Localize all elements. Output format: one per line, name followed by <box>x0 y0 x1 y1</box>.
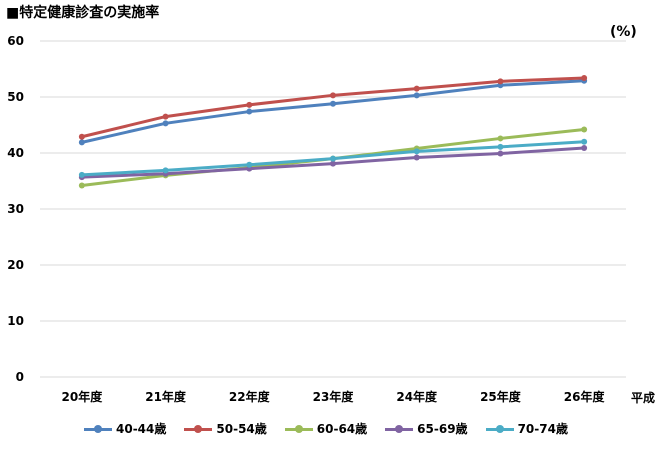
data-point <box>413 85 420 92</box>
data-point <box>78 182 85 189</box>
data-point <box>581 126 588 133</box>
data-point <box>246 161 253 168</box>
data-point <box>497 135 504 142</box>
legend-item: 60-64歳 <box>284 420 368 437</box>
legend-swatch <box>184 424 213 434</box>
x-tick-label: 20年度 <box>62 389 104 404</box>
chart-title: ■特定健康診査の実施率 <box>6 5 160 21</box>
legend-swatch <box>84 424 112 434</box>
data-point <box>413 154 420 161</box>
y-tick-label: 20 <box>7 258 24 272</box>
data-point <box>78 139 85 146</box>
x-tick-label: 23年度 <box>313 389 355 404</box>
y-axis-unit: (%) <box>610 24 637 40</box>
y-tick-label: 0 <box>16 370 24 384</box>
data-point <box>581 138 588 145</box>
data-point <box>413 92 420 99</box>
legend-item: 70-74歳 <box>485 420 568 437</box>
legend-item: 50-54歳 <box>184 420 267 437</box>
data-point <box>581 74 588 81</box>
legend-label: 40-44歳 <box>116 422 167 436</box>
x-tick-label: 22年度 <box>229 389 271 404</box>
x-tick-label: 24年度 <box>396 389 438 404</box>
data-point <box>162 113 169 120</box>
data-point <box>330 155 336 162</box>
data-point <box>330 92 336 99</box>
data-point <box>581 144 588 151</box>
legend-label: 70-74歳 <box>517 422 568 436</box>
legend: 40-44歳 50-54歳 60-64歳 65-69歳 70-74歳 <box>84 420 586 437</box>
y-tick-label: 50 <box>7 90 24 104</box>
data-point <box>78 171 85 178</box>
data-point <box>497 78 504 85</box>
series-line <box>81 79 585 144</box>
y-tick-label: 60 <box>7 34 24 48</box>
y-tick-label: 10 <box>7 314 24 328</box>
y-tick-label: 30 <box>7 202 24 216</box>
legend-swatch <box>284 424 313 434</box>
x-axis-unit: 平成 <box>631 391 656 405</box>
legend-label: 50-54歳 <box>216 422 267 436</box>
data-point <box>497 150 504 157</box>
x-tick-label: 21年度 <box>145 389 187 404</box>
y-tick-label: 40 <box>7 146 24 160</box>
data-point <box>413 148 420 155</box>
x-tick-label: 25年度 <box>480 389 522 404</box>
legend-item: 40-44歳 <box>84 420 166 437</box>
legend-item: 65-69歳 <box>385 420 468 437</box>
data-point <box>162 167 169 174</box>
data-point <box>246 101 253 108</box>
series-line <box>81 76 585 139</box>
legend-swatch <box>485 424 514 434</box>
data-point <box>330 100 336 107</box>
data-point <box>162 120 169 127</box>
data-point <box>330 160 336 167</box>
data-point <box>246 108 253 115</box>
data-point <box>78 133 85 140</box>
legend-label: 65-69歳 <box>417 422 468 436</box>
legend-label: 60-64歳 <box>316 422 368 436</box>
legend-swatch <box>385 424 414 434</box>
data-point <box>497 143 504 150</box>
x-tick-label: 26年度 <box>564 389 606 404</box>
